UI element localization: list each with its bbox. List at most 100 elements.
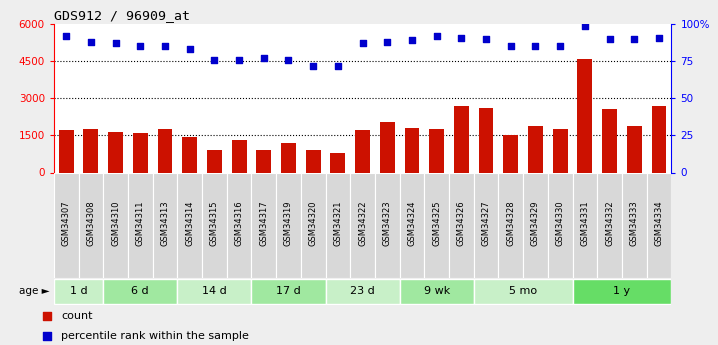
FancyBboxPatch shape	[202, 172, 227, 278]
Bar	[232, 140, 246, 172]
Point	[184, 47, 195, 52]
Bar	[577, 59, 592, 172]
Bar	[479, 108, 493, 172]
Point	[406, 38, 418, 43]
Bar	[404, 128, 419, 172]
Point	[381, 39, 393, 45]
Text: count: count	[61, 312, 93, 322]
Text: GSM34326: GSM34326	[457, 200, 466, 246]
Bar	[602, 109, 617, 172]
FancyBboxPatch shape	[128, 172, 153, 278]
FancyBboxPatch shape	[400, 279, 474, 304]
FancyBboxPatch shape	[251, 279, 325, 304]
Point	[258, 56, 269, 61]
Bar	[330, 153, 345, 172]
Bar	[380, 122, 395, 172]
Text: GSM34313: GSM34313	[161, 200, 169, 246]
Point	[431, 33, 442, 39]
FancyBboxPatch shape	[548, 172, 572, 278]
Point	[357, 41, 368, 46]
Bar	[281, 143, 296, 172]
Point	[85, 39, 97, 45]
Point	[110, 41, 121, 46]
Bar	[207, 150, 222, 172]
FancyBboxPatch shape	[449, 172, 474, 278]
Point	[332, 63, 344, 68]
FancyBboxPatch shape	[597, 172, 622, 278]
Point	[480, 36, 492, 42]
Point	[134, 43, 146, 49]
Text: GSM34319: GSM34319	[284, 200, 293, 246]
Text: GSM34320: GSM34320	[309, 200, 317, 246]
Text: 1 y: 1 y	[613, 286, 630, 296]
FancyBboxPatch shape	[325, 172, 350, 278]
Text: GSM34334: GSM34334	[655, 200, 663, 246]
FancyBboxPatch shape	[622, 172, 647, 278]
Point	[283, 57, 294, 62]
Bar	[553, 129, 568, 172]
Bar	[454, 106, 469, 172]
FancyBboxPatch shape	[474, 172, 498, 278]
FancyBboxPatch shape	[54, 279, 103, 304]
Point	[60, 33, 72, 39]
Bar	[306, 150, 321, 172]
Text: GSM34323: GSM34323	[383, 200, 392, 246]
Bar	[528, 126, 543, 172]
Text: 9 wk: 9 wk	[424, 286, 449, 296]
FancyBboxPatch shape	[350, 172, 375, 278]
Point	[159, 43, 171, 49]
FancyBboxPatch shape	[227, 172, 251, 278]
Text: GSM34333: GSM34333	[630, 200, 639, 246]
Bar	[83, 129, 98, 172]
Text: GSM34308: GSM34308	[86, 200, 95, 246]
FancyBboxPatch shape	[251, 172, 276, 278]
FancyBboxPatch shape	[572, 172, 597, 278]
FancyBboxPatch shape	[572, 279, 671, 304]
Bar	[157, 129, 172, 172]
Bar	[182, 137, 197, 172]
Text: 23 d: 23 d	[350, 286, 375, 296]
FancyBboxPatch shape	[474, 279, 572, 304]
Point	[233, 57, 245, 62]
FancyBboxPatch shape	[498, 172, 523, 278]
Text: GSM34310: GSM34310	[111, 200, 120, 246]
Point	[604, 36, 615, 42]
Text: GSM34311: GSM34311	[136, 200, 145, 246]
Bar	[355, 130, 370, 172]
Text: GSM34316: GSM34316	[235, 200, 243, 246]
Point	[530, 43, 541, 49]
Point	[554, 43, 566, 49]
Bar	[256, 150, 271, 172]
Text: GSM34328: GSM34328	[506, 200, 516, 246]
FancyBboxPatch shape	[301, 172, 325, 278]
Text: GSM34324: GSM34324	[408, 200, 416, 246]
Bar	[627, 126, 642, 172]
FancyBboxPatch shape	[325, 279, 400, 304]
Point	[579, 23, 591, 28]
Text: GSM34314: GSM34314	[185, 200, 194, 246]
Text: age ►: age ►	[19, 286, 50, 296]
Text: GSM34331: GSM34331	[580, 200, 589, 246]
Text: GSM34317: GSM34317	[259, 200, 269, 246]
Point	[307, 63, 319, 68]
Text: GSM34329: GSM34329	[531, 200, 540, 246]
Text: GSM34315: GSM34315	[210, 200, 219, 246]
Bar	[133, 133, 148, 172]
Text: 1 d: 1 d	[70, 286, 88, 296]
FancyBboxPatch shape	[177, 172, 202, 278]
Point	[209, 57, 220, 62]
Text: 14 d: 14 d	[202, 286, 227, 296]
Text: GSM34327: GSM34327	[482, 200, 490, 246]
FancyBboxPatch shape	[523, 172, 548, 278]
FancyBboxPatch shape	[54, 172, 78, 278]
Text: GSM34325: GSM34325	[432, 200, 441, 246]
Text: 5 mo: 5 mo	[509, 286, 537, 296]
Point	[456, 35, 467, 40]
Text: 17 d: 17 d	[276, 286, 301, 296]
Bar	[59, 130, 74, 172]
FancyBboxPatch shape	[103, 172, 128, 278]
FancyBboxPatch shape	[647, 172, 671, 278]
Point	[653, 35, 665, 40]
Text: percentile rank within the sample: percentile rank within the sample	[61, 331, 249, 341]
FancyBboxPatch shape	[103, 279, 177, 304]
